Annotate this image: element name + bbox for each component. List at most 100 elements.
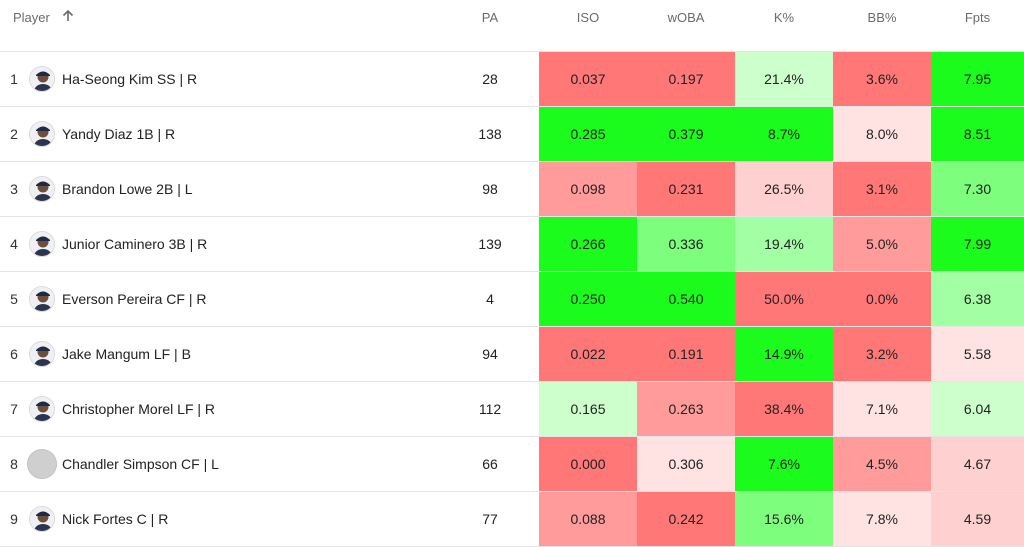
player-photo-icon [29,231,55,257]
player-name[interactable]: Ha-Seong Kim SS | R [62,71,198,87]
table-row[interactable]: 4 Junior Caminero 3B | R 139 0.266 0.336… [0,217,1024,272]
pa-cell: 139 [478,236,502,252]
k-pct-cell: 38.4% [735,382,833,436]
bb-pct-cell: 4.5% [833,437,931,491]
player-name[interactable]: Nick Fortes C | R [62,511,169,527]
player-photo-icon [29,506,55,532]
column-header-woba[interactable]: wOBA [667,10,705,25]
bb-pct-cell: 3.1% [833,162,931,216]
k-pct-cell: 8.7% [735,107,833,161]
player-photo-icon [29,396,55,422]
iso-cell: 0.022 [539,327,637,381]
k-pct-cell: 50.0% [735,272,833,326]
player-name[interactable]: Junior Caminero 3B | R [62,236,208,252]
arrow-up-icon[interactable] [61,9,75,26]
player-name[interactable]: Christopher Morel LF | R [62,401,216,417]
woba-cell: 0.242 [637,492,735,546]
woba-cell: 0.263 [637,382,735,436]
bb-pct-cell: 7.1% [833,382,931,436]
table-row[interactable]: 1 Ha-Seong Kim SS | R 28 0.037 0.197 21.… [0,52,1024,107]
pa-cell: 98 [482,181,498,197]
woba-cell: 0.379 [637,107,735,161]
row-rank: 5 [10,291,18,307]
table-row[interactable]: 9 Nick Fortes C | R 77 0.088 0.242 15.6%… [0,492,1024,547]
bb-pct-cell: 5.0% [833,217,931,271]
table-header: Player PA ISO wOBA K% BB% Fpts [0,0,1024,52]
player-photo-icon [29,121,55,147]
row-rank: 8 [10,456,18,472]
row-rank: 9 [10,511,18,527]
row-rank: 3 [10,181,18,197]
bb-pct-cell: 8.0% [833,107,931,161]
fpts-cell: 4.59 [931,492,1024,546]
iso-cell: 0.165 [539,382,637,436]
iso-cell: 0.098 [539,162,637,216]
table-row[interactable]: 2 Yandy Diaz 1B | R 138 0.285 0.379 8.7%… [0,107,1024,162]
iso-cell: 0.000 [539,437,637,491]
row-rank: 1 [10,71,18,87]
player-name[interactable]: Chandler Simpson CF | L [62,456,219,472]
pa-cell: 94 [482,346,498,362]
player-name[interactable]: Jake Mangum LF | B [62,346,191,362]
column-header-fpts[interactable]: Fpts [964,10,991,25]
pa-cell: 66 [482,456,498,472]
fpts-cell: 4.67 [931,437,1024,491]
bb-pct-cell: 3.6% [833,52,931,106]
column-header-pa[interactable]: PA [481,10,499,25]
iso-cell: 0.266 [539,217,637,271]
iso-cell: 0.037 [539,52,637,106]
fpts-cell: 6.04 [931,382,1024,436]
row-rank: 7 [10,401,18,417]
table-row[interactable]: 5 Everson Pereira CF | R 4 0.250 0.540 5… [0,272,1024,327]
fpts-cell: 7.30 [931,162,1024,216]
player-photo-icon [29,66,55,92]
k-pct-cell: 26.5% [735,162,833,216]
player-photo-icon [29,176,55,202]
iso-cell: 0.285 [539,107,637,161]
bb-pct-cell: 3.2% [833,327,931,381]
table-row[interactable]: 8 Chandler Simpson CF | L 66 0.000 0.306… [0,437,1024,492]
k-pct-cell: 19.4% [735,217,833,271]
player-photo-icon [29,286,55,312]
fpts-cell: 5.58 [931,327,1024,381]
pa-cell: 77 [482,511,498,527]
blank-avatar-icon [27,449,57,479]
table-body: 1 Ha-Seong Kim SS | R 28 0.037 0.197 21.… [0,52,1024,547]
woba-cell: 0.306 [637,437,735,491]
iso-cell: 0.250 [539,272,637,326]
table-row[interactable]: 3 Brandon Lowe 2B | L 98 0.098 0.231 26.… [0,162,1024,217]
k-pct-cell: 15.6% [735,492,833,546]
column-header-iso[interactable]: ISO [576,10,600,25]
column-header-player[interactable]: Player [13,9,75,26]
fpts-cell: 7.95 [931,52,1024,106]
row-rank: 4 [10,236,18,252]
pa-cell: 28 [482,71,498,87]
woba-cell: 0.540 [637,272,735,326]
bb-pct-cell: 0.0% [833,272,931,326]
iso-cell: 0.088 [539,492,637,546]
fpts-cell: 8.51 [931,107,1024,161]
table-row[interactable]: 7 Christopher Morel LF | R 112 0.165 0.2… [0,382,1024,437]
player-photo-icon [29,341,55,367]
column-header-bb-pct[interactable]: BB% [867,10,897,25]
woba-cell: 0.191 [637,327,735,381]
player-name[interactable]: Everson Pereira CF | R [62,291,207,307]
column-header-k-pct[interactable]: K% [773,10,795,25]
pa-cell: 112 [478,401,502,417]
k-pct-cell: 14.9% [735,327,833,381]
row-rank: 2 [10,126,18,142]
player-name[interactable]: Yandy Diaz 1B | R [62,126,176,142]
woba-cell: 0.231 [637,162,735,216]
woba-cell: 0.197 [637,52,735,106]
fpts-cell: 7.99 [931,217,1024,271]
table-row[interactable]: 6 Jake Mangum LF | B 94 0.022 0.191 14.9… [0,327,1024,382]
k-pct-cell: 21.4% [735,52,833,106]
fpts-cell: 6.38 [931,272,1024,326]
pa-cell: 4 [486,291,494,307]
pa-cell: 138 [478,126,502,142]
bb-pct-cell: 7.8% [833,492,931,546]
row-rank: 6 [10,346,18,362]
player-name[interactable]: Brandon Lowe 2B | L [62,181,193,197]
column-header-player-label: Player [13,10,50,25]
